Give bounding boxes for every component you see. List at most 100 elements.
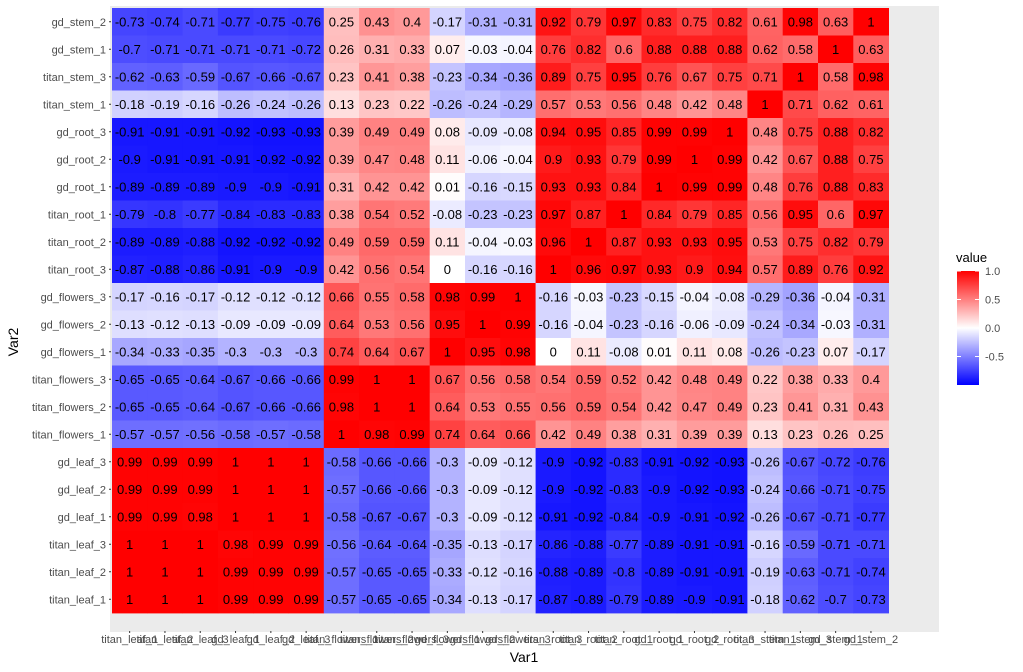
heatmap-cell xyxy=(853,338,889,366)
heatmap-cell-label: 1 xyxy=(726,124,733,139)
heatmap-cell xyxy=(606,173,642,201)
heatmap-cell xyxy=(323,503,360,531)
heatmap-cell-label: 1 xyxy=(267,509,274,524)
heatmap-cell-label: 0.85 xyxy=(611,124,636,139)
heatmap-cell-label: -0.17 xyxy=(503,592,533,607)
heatmap-cell xyxy=(394,503,431,531)
heatmap-cell xyxy=(676,200,713,229)
heatmap-cell xyxy=(323,585,360,614)
heatmap-cell-label: 0.67 xyxy=(788,152,813,167)
heatmap-cell xyxy=(288,393,325,421)
heatmap-cell xyxy=(323,310,360,339)
heatmap-cell xyxy=(570,365,607,394)
heatmap-cell-label: 0.31 xyxy=(364,42,389,57)
heatmap-cell-label: -0.03 xyxy=(503,234,533,249)
heatmap-cell xyxy=(182,530,219,559)
heatmap-cell-label: 0.85 xyxy=(717,207,742,222)
heatmap-cell xyxy=(323,173,360,201)
heatmap-cell xyxy=(217,145,254,174)
heatmap-cell xyxy=(606,365,642,394)
heatmap-cell-label: 0.43 xyxy=(364,14,389,29)
heatmap-cell-label: 0.58 xyxy=(399,289,424,304)
heatmap-cell-label: 0.79 xyxy=(682,207,707,222)
heatmap-cell-label: 0.99 xyxy=(223,564,248,579)
heatmap-cell-label: -0.8 xyxy=(613,564,635,579)
heatmap-cell xyxy=(182,585,219,614)
x-tick-label: titan_leaf_2 xyxy=(137,634,194,646)
heatmap-cell xyxy=(429,283,466,311)
heatmap-cell-label: 0.99 xyxy=(152,509,177,524)
heatmap-cell xyxy=(465,118,501,146)
heatmap-cell-label: -0.56 xyxy=(327,537,357,552)
heatmap-cell-label: 0.62 xyxy=(823,97,848,112)
x-tick-label: titan_leaf_3 xyxy=(172,634,229,646)
heatmap-cell-label: 0.99 xyxy=(505,317,530,332)
heatmap-cell-label: -0.06 xyxy=(468,152,498,167)
heatmap-cell-label: -0.12 xyxy=(150,317,180,332)
heatmap-cell-label: -0.23 xyxy=(609,289,639,304)
heatmap-cell xyxy=(641,420,678,449)
heatmap-cell xyxy=(147,63,183,91)
heatmap-cell-label: -0.16 xyxy=(468,262,498,277)
heatmap-cell-label: -0.83 xyxy=(609,482,639,497)
heatmap-cell-label: 0.99 xyxy=(152,454,177,469)
heatmap-cell-label: 0.98 xyxy=(858,69,883,84)
heatmap-cell-label: -0.26 xyxy=(750,344,780,359)
heatmap-cell xyxy=(712,420,748,449)
heatmap-cell xyxy=(606,530,642,559)
heatmap-cell xyxy=(570,310,607,339)
heatmap-cell xyxy=(782,173,819,201)
heatmap-cell-label: 0.97 xyxy=(611,262,636,277)
heatmap-cell-label: 0.79 xyxy=(576,14,601,29)
y-axis-title: Var2 xyxy=(5,328,21,357)
heatmap-cell-label: 0.71 xyxy=(788,97,813,112)
heatmap-cell xyxy=(465,310,501,339)
heatmap-cell-label: 0.84 xyxy=(646,207,671,222)
heatmap-cell-label: -0.9 xyxy=(683,592,705,607)
x-tick-label: gd_root_3 xyxy=(705,634,755,646)
heatmap-cell-label: 0.49 xyxy=(717,372,742,387)
heatmap-cell-label: 0.99 xyxy=(682,179,707,194)
heatmap-cell-label: 0.39 xyxy=(329,152,354,167)
heatmap-cell-label: -0.66 xyxy=(397,454,427,469)
heatmap-cell-label: -0.58 xyxy=(221,427,251,442)
heatmap-cell-label: -0.92 xyxy=(256,152,286,167)
heatmap-cell xyxy=(359,8,395,36)
heatmap-cell xyxy=(853,63,889,91)
heatmap-cell-label: 0.31 xyxy=(329,179,354,194)
heatmap-cell xyxy=(465,283,501,311)
heatmap-cell xyxy=(712,145,748,174)
heatmap-cell xyxy=(217,118,254,146)
heatmap-cell-label: 0.39 xyxy=(717,427,742,442)
heatmap-cell-label: 1 xyxy=(303,454,310,469)
heatmap-cell-label: -0.16 xyxy=(185,97,215,112)
heatmap-cell xyxy=(182,35,219,64)
heatmap-cell xyxy=(465,585,501,614)
heatmap-cell xyxy=(323,393,360,421)
heatmap-cell xyxy=(712,338,748,366)
heatmap-cell xyxy=(535,255,572,284)
heatmap-cell xyxy=(217,200,254,229)
y-tick-label: titan_leaf_3 xyxy=(49,539,106,551)
heatmap-cell xyxy=(147,530,183,559)
heatmap-cell-label: 0.47 xyxy=(364,152,389,167)
heatmap-cell-label: -0.57 xyxy=(327,564,357,579)
heatmap-cell-label: -0.04 xyxy=(503,152,533,167)
heatmap-cell xyxy=(641,338,678,366)
heatmap-cell-label: 0.94 xyxy=(717,262,742,277)
heatmap-cell-label: 0.83 xyxy=(646,14,671,29)
heatmap-cell-label: -0.31 xyxy=(468,14,498,29)
heatmap-cell xyxy=(217,255,254,284)
heatmap-cell xyxy=(606,558,642,586)
heatmap-cell xyxy=(853,503,889,531)
heatmap-cell-label: -0.66 xyxy=(291,372,321,387)
heatmap-cell-label: 0.99 xyxy=(117,454,142,469)
heatmap-cell-label: -0.08 xyxy=(715,289,745,304)
heatmap-cell xyxy=(429,118,466,146)
heatmap-cell-label: -0.89 xyxy=(185,179,215,194)
heatmap-cell xyxy=(535,200,572,229)
heatmap-cell-label: -0.77 xyxy=(856,509,886,524)
heatmap-cell-label: -0.88 xyxy=(150,262,180,277)
heatmap-cell-label: 0.56 xyxy=(399,317,424,332)
heatmap-cell-label: -0.34 xyxy=(786,317,816,332)
